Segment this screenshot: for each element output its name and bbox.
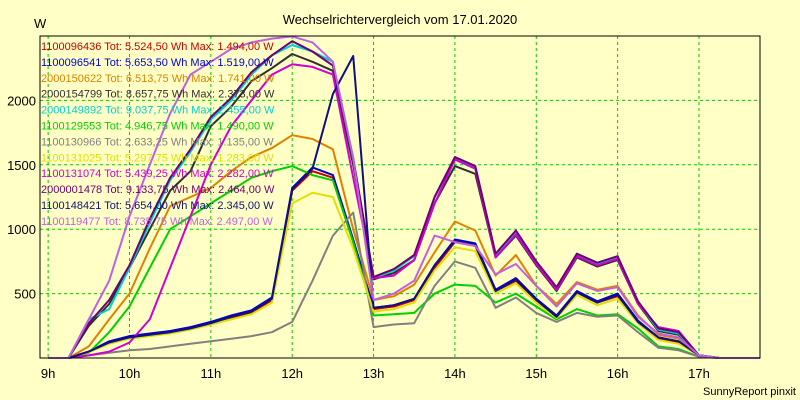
legend-entry-11: 1100148421 Tot: 5.654,00 Wh Max: 2.345,0… xyxy=(41,200,274,212)
legend-entry-4: 2000154799 Tot: 8.657,75 Wh Max: 2.373,0… xyxy=(41,89,275,101)
legend-entry-3: 2000150622 Tot: 6.513,75 Wh Max: 1.741,0… xyxy=(41,73,275,85)
x-tick-label: 12h xyxy=(281,366,303,381)
series-line-7 xyxy=(48,211,760,359)
series-line-8 xyxy=(48,191,760,359)
x-tick-labels: 9h 10h 11h 12h 13h 14h 15h 16h 17h xyxy=(41,366,710,381)
plot-frame xyxy=(39,35,761,359)
x-tick-label: 13h xyxy=(363,366,385,381)
legend-entry-1: 1100096436 Tot: 5.524,50 Wh Max: 1.494,0… xyxy=(41,41,274,53)
legend-entry-12: 1100119477 Tot: 8.735,75 Wh Max: 2.497,0… xyxy=(41,216,273,228)
y-tick-label: 500 xyxy=(14,287,36,302)
y-tick-label: 2000 xyxy=(7,93,36,108)
legend-entry-7: 1100130966 Tot: 2.633,25 Wh Max: 1.135,0… xyxy=(41,136,274,148)
legend: 1100096436 Tot: 5.524,50 Wh Max: 1.494,0… xyxy=(41,41,275,228)
x-tick-label: 10h xyxy=(119,366,141,381)
chart-title: Wechselrichtervergleich vom 17.01.2020 xyxy=(283,12,518,27)
y-tick-labels: 500 1000 1500 2000 xyxy=(7,93,36,301)
legend-entry-6: 1100129553 Tot: 4.946,75 Wh Max: 1.490,0… xyxy=(41,121,274,133)
y-tick-label: 1000 xyxy=(7,222,36,237)
legend-entry-5: 2000149892 Tot: 9.037,75 Wh Max: 2.455,0… xyxy=(41,105,275,117)
x-tick-label: 17h xyxy=(688,366,710,381)
series-line-9 xyxy=(48,63,760,359)
footer-credit: SunnyReport pinxit xyxy=(703,386,796,398)
x-tick-label: 14h xyxy=(444,366,466,381)
x-tick-label: 15h xyxy=(525,366,547,381)
legend-entry-2: 1100096541 Tot: 5.653,50 Wh Max: 1.519,0… xyxy=(41,57,274,69)
x-tick-label: 11h xyxy=(200,366,221,381)
series-line-10 xyxy=(48,40,760,359)
y-tick-label: 1500 xyxy=(7,158,36,173)
x-tick-label: 9h xyxy=(41,366,55,381)
x-tick-label: 16h xyxy=(607,366,629,381)
y-axis-label: W xyxy=(34,16,47,31)
series-line-12 xyxy=(48,35,760,359)
series-lines xyxy=(48,35,760,359)
legend-entry-9: 1100131074 Tot: 5.439,25 Wh Max: 2.282,0… xyxy=(41,168,274,180)
legend-entry-10: 2000001478 Tot: 9.133,75 Wh Max: 2.464,0… xyxy=(41,184,275,196)
series-line-11 xyxy=(48,55,760,359)
series-line-6 xyxy=(48,165,760,359)
legend-entry-8: 1100131025 Tot: 5.297,75 Wh Max: 1.283,0… xyxy=(41,152,274,164)
